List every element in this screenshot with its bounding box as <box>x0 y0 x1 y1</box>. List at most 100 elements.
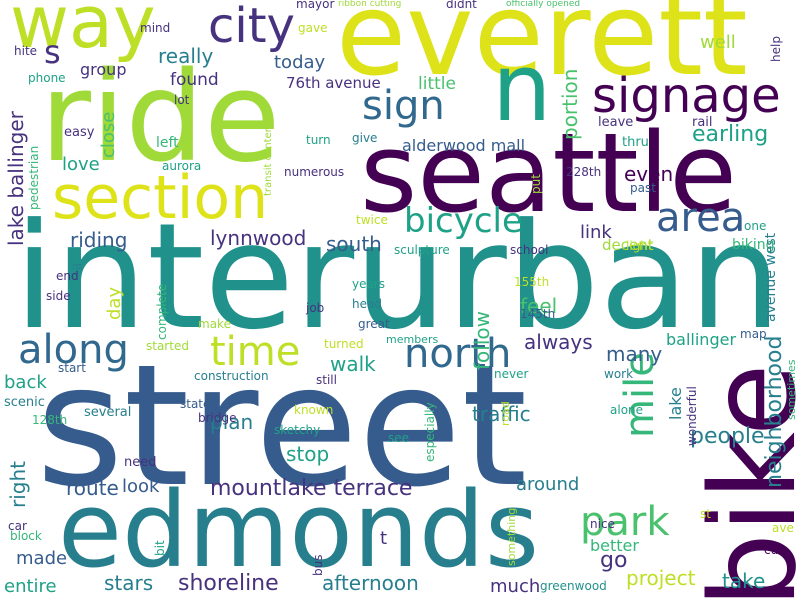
word: interurban <box>14 192 782 362</box>
word: work <box>604 367 634 381</box>
word: ride <box>40 46 281 190</box>
word: lot <box>174 93 190 107</box>
word: north <box>404 331 512 377</box>
word: city <box>208 0 295 54</box>
word: plan <box>210 410 254 434</box>
word: still <box>316 373 337 387</box>
word: street <box>36 328 528 524</box>
word: gave <box>298 21 328 35</box>
word: signage <box>592 68 781 124</box>
word: today <box>274 52 326 73</box>
word: sometimes <box>785 359 798 420</box>
word: past <box>630 181 656 195</box>
word: aurora <box>162 159 202 173</box>
word: mind <box>140 21 171 35</box>
word: 155th <box>514 275 550 289</box>
word: st <box>700 507 711 521</box>
word: construction <box>194 369 269 383</box>
word: years <box>352 277 386 291</box>
word: afternoon <box>322 571 419 595</box>
word: light <box>626 239 653 253</box>
word: especially <box>423 402 437 462</box>
word: map <box>740 327 767 341</box>
word: along <box>18 327 129 373</box>
word: way <box>10 0 156 64</box>
word: well <box>700 32 736 53</box>
word: feel <box>520 294 558 318</box>
word: job <box>306 301 325 315</box>
word: area <box>656 195 746 241</box>
word: state <box>180 397 211 411</box>
word: sketchy <box>274 423 321 437</box>
word: wonderful <box>685 386 699 446</box>
word: love <box>62 154 100 175</box>
word: officially opened <box>506 0 581 9</box>
word: put <box>529 174 543 194</box>
word: section <box>52 163 269 233</box>
word: make <box>198 317 231 331</box>
word: scenic <box>4 395 45 410</box>
word: leave <box>598 115 634 130</box>
word: il <box>71 263 85 270</box>
word: edmonds <box>58 469 540 591</box>
word: go <box>600 548 628 573</box>
word: numerous <box>284 165 345 179</box>
word: greenwood <box>540 579 607 593</box>
word: around <box>516 474 580 495</box>
word: south <box>326 232 382 256</box>
word: great <box>358 317 390 331</box>
word: bicycle <box>404 201 523 241</box>
word: really <box>158 44 214 68</box>
word: bit <box>153 540 167 556</box>
word: t <box>380 528 388 549</box>
word: ribbon cutting <box>338 0 402 9</box>
word: lynnwood <box>210 226 307 250</box>
word: cut <box>764 543 783 557</box>
word: park <box>580 499 670 545</box>
word: ave <box>772 521 794 535</box>
word: much <box>490 576 541 597</box>
word: easy <box>64 125 95 140</box>
word: start <box>58 361 86 375</box>
word: even <box>624 162 674 186</box>
word: sign <box>362 83 445 129</box>
word: close <box>98 111 119 158</box>
word: lake ballinger <box>4 111 28 246</box>
word: left <box>156 135 179 151</box>
word: help <box>769 36 783 62</box>
word: link <box>580 222 612 243</box>
word: people <box>690 424 765 449</box>
word: give <box>352 131 378 145</box>
word: nice <box>590 517 615 531</box>
word: route <box>66 476 119 500</box>
word: sculpture <box>394 243 450 257</box>
word: 76th avenue <box>286 74 381 92</box>
word: need <box>124 455 157 470</box>
word: project <box>626 566 696 590</box>
word: car <box>8 519 27 533</box>
word: side <box>46 289 71 303</box>
word: day <box>104 286 125 320</box>
word: look <box>122 476 160 497</box>
word: avenue west <box>763 232 779 322</box>
word: always <box>524 330 593 354</box>
word: turn <box>306 133 331 147</box>
word: known <box>294 403 334 417</box>
word: everett <box>336 0 748 101</box>
word: head <box>352 297 382 311</box>
word: 128th <box>32 413 68 427</box>
word: end <box>56 269 79 283</box>
word: many <box>606 342 663 366</box>
word: entire <box>4 576 57 597</box>
word: decent <box>602 236 654 254</box>
word: walk <box>330 352 376 376</box>
word: 228th <box>566 165 602 179</box>
word: n <box>492 34 552 143</box>
word: phone <box>28 71 66 85</box>
word: riding <box>70 228 128 252</box>
word: twice <box>356 213 388 227</box>
word: didnt <box>446 0 477 11</box>
word: mountlake terrace <box>210 476 413 501</box>
word: mayor <box>296 0 335 11</box>
